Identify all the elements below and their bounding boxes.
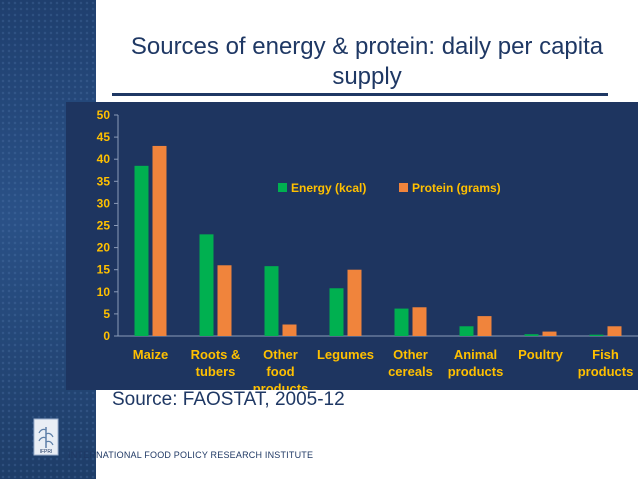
legend-swatch-energy	[278, 183, 287, 192]
y-tick-label: 30	[97, 196, 111, 210]
x-category-label: Animal	[454, 347, 497, 362]
bar-protein	[282, 324, 297, 336]
x-category-label: products	[578, 364, 634, 379]
y-tick-label: 0	[103, 329, 110, 343]
y-tick-label: 15	[97, 263, 111, 277]
x-category-label: Poultry	[518, 347, 564, 362]
y-tick-label: 5	[103, 307, 110, 321]
x-category-label: tubers	[196, 364, 236, 379]
ifpri-logo-icon: IFPRI	[33, 418, 59, 456]
bar-energy	[589, 334, 604, 336]
x-category-label: Legumes	[317, 347, 374, 362]
y-tick-label: 35	[97, 174, 111, 188]
x-category-label: Fish	[592, 347, 619, 362]
bar-protein	[542, 331, 557, 336]
bar-protein	[607, 326, 622, 336]
legend-label: Energy (kcal)	[291, 181, 366, 195]
x-category-label: Other	[263, 347, 298, 362]
legend-swatch-protein	[399, 183, 408, 192]
y-tick-label: 20	[97, 241, 111, 255]
y-tick-label: 50	[97, 108, 111, 122]
x-category-label: products	[253, 381, 309, 390]
source-caption: Source: FAOSTAT, 2005-12	[112, 389, 345, 410]
bar-energy	[394, 308, 409, 336]
title-underline	[112, 93, 608, 96]
bar-protein	[477, 316, 492, 336]
y-tick-label: 45	[97, 130, 111, 144]
x-category-label: Maize	[133, 347, 168, 362]
y-tick-label: 40	[97, 152, 111, 166]
y-tick-label: 10	[97, 285, 111, 299]
bar-protein	[412, 307, 427, 336]
bar-energy	[199, 234, 214, 336]
y-tick-label: 25	[97, 219, 111, 233]
logo-text: IFPRI	[40, 449, 53, 455]
bar-protein	[217, 265, 232, 336]
bar-protein	[347, 269, 362, 336]
footer-institute: INTERNATIONAL FOOD POLICY RESEARCH INSTI…	[68, 450, 314, 460]
x-category-label: cereals	[388, 364, 433, 379]
bar-energy	[134, 165, 149, 336]
bar-energy	[264, 266, 279, 336]
slide-title: Sources of energy & protein: daily per c…	[130, 33, 604, 90]
bar-energy	[524, 334, 539, 336]
bar-energy	[329, 288, 344, 336]
bar-protein	[152, 145, 167, 336]
x-category-label: products	[448, 364, 504, 379]
bar-chart: 0 5 10 15 20 25 30 35 40 45 50 Maize Roots & tubers Ot…	[97, 108, 638, 390]
x-category-label: food	[266, 364, 294, 379]
x-category-label: Other	[393, 347, 428, 362]
bar-energy	[459, 326, 474, 336]
legend-label: Protein (grams)	[412, 181, 501, 195]
x-category-label: Roots &	[191, 347, 241, 362]
